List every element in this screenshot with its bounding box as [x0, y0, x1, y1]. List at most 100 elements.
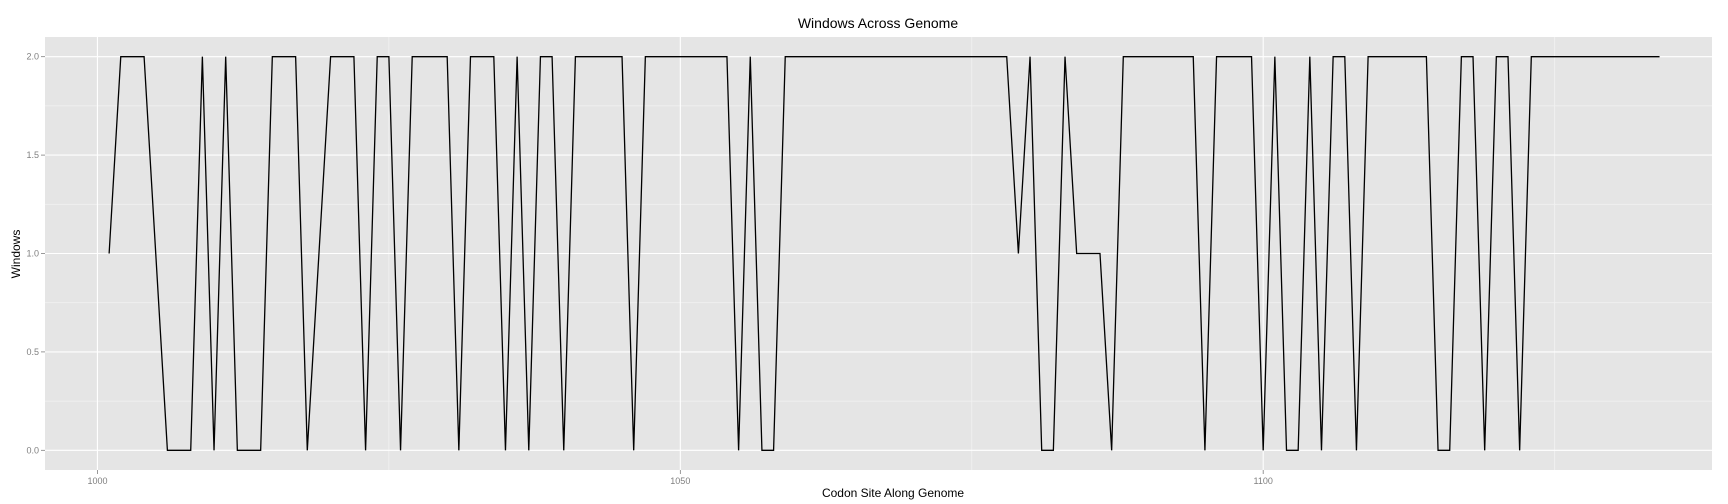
data-point: [482, 56, 483, 57]
data-point: [342, 56, 343, 57]
data-point: [353, 56, 354, 57]
data-point: [1659, 56, 1660, 57]
data-point: [120, 56, 121, 57]
data-point: [1333, 56, 1334, 57]
x-tick-label: 1100: [1254, 476, 1273, 486]
y-tick-label: 2.0: [26, 52, 39, 62]
data-point: [1158, 56, 1159, 57]
data-point: [1228, 56, 1229, 57]
data-point: [890, 56, 891, 57]
data-point: [1437, 450, 1438, 451]
x-tick-label: 1050: [670, 476, 690, 486]
data-point: [505, 450, 506, 451]
data-point: [843, 56, 844, 57]
data-point: [785, 56, 786, 57]
data-point: [738, 450, 739, 451]
data-point: [1018, 253, 1019, 254]
data-point: [656, 56, 657, 57]
data-point: [1181, 56, 1182, 57]
x-axis-title: Codon Site Along Genome: [822, 486, 964, 500]
data-point: [1006, 56, 1007, 57]
data-point: [668, 56, 669, 57]
data-point: [960, 56, 961, 57]
data-point: [855, 56, 856, 57]
data-point: [1088, 253, 1089, 254]
data-point: [551, 56, 552, 57]
data-point: [575, 56, 576, 57]
data-point: [750, 56, 751, 57]
data-point: [202, 56, 203, 57]
data-point: [1204, 450, 1205, 451]
data-point: [213, 450, 214, 451]
data-point: [703, 56, 704, 57]
data-point: [598, 56, 599, 57]
data-point: [1402, 56, 1403, 57]
data-point: [283, 56, 284, 57]
data-point: [621, 56, 622, 57]
data-point: [1601, 56, 1602, 57]
data-point: [1344, 56, 1345, 57]
data-point: [1379, 56, 1380, 57]
data-point: [1461, 56, 1462, 57]
data-point: [773, 450, 774, 451]
data-point: [1263, 450, 1264, 451]
data-point: [1239, 56, 1240, 57]
data-point: [109, 253, 110, 254]
data-point: [1286, 450, 1287, 451]
data-point: [248, 450, 249, 451]
y-tick-label: 0.5: [26, 347, 39, 357]
data-point: [458, 450, 459, 451]
y-axis-title: Windows: [9, 230, 23, 279]
data-point: [1193, 56, 1194, 57]
data-point: [1076, 253, 1077, 254]
data-point: [1531, 56, 1532, 57]
data-point: [365, 450, 366, 451]
data-point: [260, 450, 261, 451]
y-tick-label: 1.5: [26, 150, 39, 160]
data-point: [913, 56, 914, 57]
data-point: [1472, 56, 1473, 57]
y-tick-labels: 0.0 0.5 1.0 1.5 2.0: [26, 52, 39, 456]
data-point: [517, 56, 518, 57]
data-point: [1274, 56, 1275, 57]
data-point: [761, 450, 762, 451]
data-point: [295, 56, 296, 57]
data-point: [318, 253, 319, 254]
data-point: [272, 56, 273, 57]
data-point: [610, 56, 611, 57]
data-point: [726, 56, 727, 57]
data-point: [1029, 56, 1030, 57]
data-point: [820, 56, 821, 57]
data-point: [1111, 450, 1112, 451]
data-point: [447, 56, 448, 57]
data-point: [412, 56, 413, 57]
data-point: [388, 56, 389, 57]
data-point: [808, 56, 809, 57]
data-point: [1636, 56, 1637, 57]
y-tick-label: 0.0: [26, 445, 39, 455]
data-point: [493, 56, 494, 57]
data-point: [1321, 450, 1322, 451]
data-point: [948, 56, 949, 57]
data-point: [1484, 450, 1485, 451]
data-point: [400, 450, 401, 451]
data-point: [528, 450, 529, 451]
data-point: [330, 56, 331, 57]
data-point: [1507, 56, 1508, 57]
data-point: [866, 56, 867, 57]
data-point: [1251, 56, 1252, 57]
data-point: [155, 253, 156, 254]
data-point: [1519, 450, 1520, 451]
data-point: [190, 450, 191, 451]
data-point: [1554, 56, 1555, 57]
data-point: [691, 56, 692, 57]
data-point: [1496, 56, 1497, 57]
data-point: [586, 56, 587, 57]
data-point: [1309, 56, 1310, 57]
data-point: [1368, 56, 1369, 57]
data-point: [167, 450, 168, 451]
data-point: [680, 56, 681, 57]
data-point: [1426, 56, 1427, 57]
data-point: [237, 450, 238, 451]
